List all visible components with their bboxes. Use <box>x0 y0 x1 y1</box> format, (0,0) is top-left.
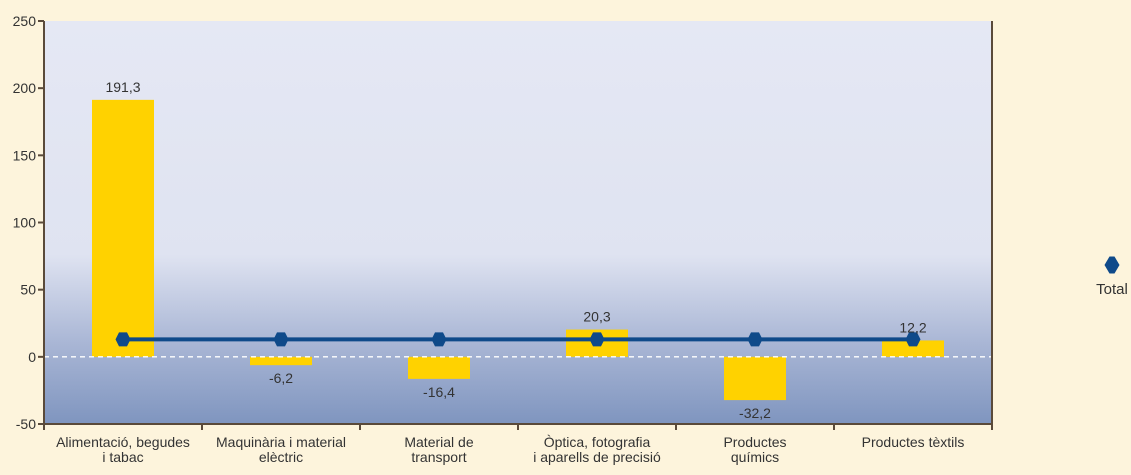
line-marker-0 <box>115 332 131 347</box>
data-label-2: -16,4 <box>423 384 455 400</box>
category-label-1-0: Maquinària i material <box>216 434 346 450</box>
category-label-3-0: Òptica, fotografia <box>544 434 651 450</box>
category-label-0-1: i tabac <box>102 449 143 465</box>
data-label-1: -6,2 <box>269 370 293 386</box>
line-marker-4 <box>747 332 763 347</box>
data-label-3: 20,3 <box>583 309 610 325</box>
line-marker-3 <box>589 332 605 347</box>
data-label-4: -32,2 <box>739 405 771 421</box>
legend-label-total: Total <box>1096 281 1128 298</box>
category-label-2-0: Material de <box>404 434 473 450</box>
category-label-1-1: elèctric <box>259 449 303 465</box>
data-label-0: 191,3 <box>105 79 140 95</box>
bar-1 <box>250 356 312 366</box>
bar-2 <box>408 356 470 379</box>
y-tick-label-3: 100 <box>13 215 37 231</box>
y-tick-label-1: 0 <box>28 349 36 365</box>
category-label-2-1: transport <box>411 449 466 465</box>
bar-0 <box>92 99 154 357</box>
bar-5 <box>882 340 944 357</box>
category-label-3-1: i aparells de precisió <box>533 449 661 465</box>
category-label-5-0: Productes tèxtils <box>862 434 965 450</box>
line-marker-2 <box>431 332 447 347</box>
data-label-5: 12,2 <box>899 319 926 335</box>
y-tick-label-4: 150 <box>13 147 37 163</box>
legend-marker-icon <box>1104 256 1120 274</box>
y-tick-label-6: 250 <box>13 13 37 29</box>
category-label-4-1: químics <box>731 449 779 465</box>
category-label-0-0: Alimentació, begudes <box>56 434 190 450</box>
line-marker-1 <box>273 332 289 347</box>
y-tick-label-5: 200 <box>13 80 37 96</box>
category-label-4-0: Productes <box>723 434 786 450</box>
line-marker-5 <box>905 332 921 347</box>
y-tick-label-2: 50 <box>20 282 36 298</box>
bar-4 <box>724 356 786 401</box>
y-tick-label-0: -50 <box>16 416 36 432</box>
plot-area <box>44 21 992 424</box>
